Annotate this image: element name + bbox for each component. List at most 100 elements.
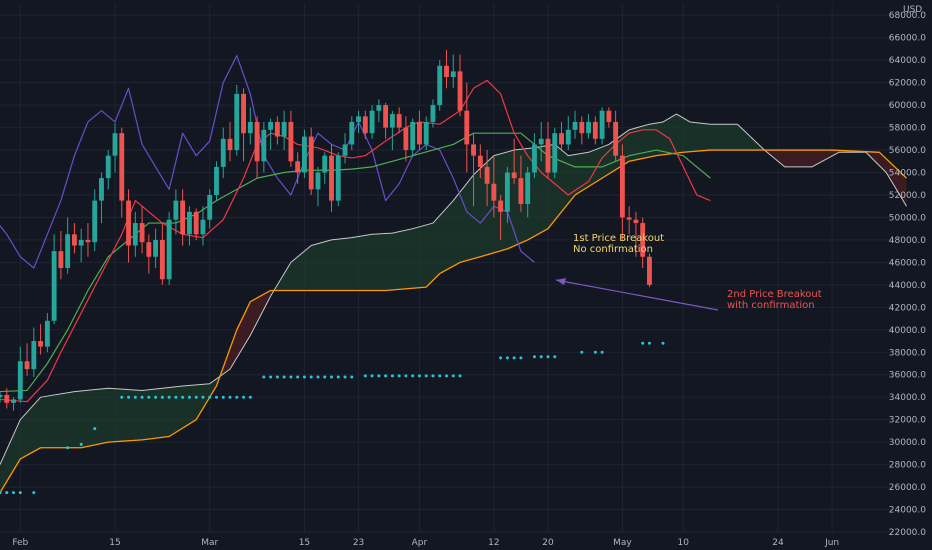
candle-body	[194, 212, 199, 234]
y-tick-label: 52000.0	[889, 191, 926, 201]
dot-marker	[533, 355, 536, 358]
candle-body	[431, 105, 436, 122]
y-tick-label: 44000.0	[889, 281, 926, 291]
dot-marker	[154, 396, 157, 399]
dot-marker	[452, 374, 455, 377]
candle-body	[633, 220, 638, 223]
candle-body	[146, 242, 151, 257]
candle-body	[613, 122, 618, 156]
y-tick-label: 24000.0	[889, 506, 926, 516]
candle-body	[437, 66, 442, 105]
candle-body	[309, 137, 314, 190]
dot-marker	[499, 356, 502, 359]
dot-marker	[344, 375, 347, 378]
dot-marker	[438, 374, 441, 377]
candle-body	[86, 240, 91, 242]
candle-body	[579, 122, 584, 133]
x-tick-label: 12	[488, 538, 499, 548]
dot-marker	[337, 375, 340, 378]
candle-body	[532, 144, 537, 172]
candle-body	[539, 139, 544, 145]
dot-marker	[127, 396, 130, 399]
candle-body	[356, 116, 361, 122]
y-tick-label: 68000.0	[889, 11, 926, 21]
candle-body	[566, 130, 571, 145]
candle-body	[228, 139, 233, 150]
dot-marker	[174, 396, 177, 399]
candle-body	[79, 240, 84, 246]
dot-marker	[303, 375, 306, 378]
candle-body	[458, 71, 463, 110]
dot-marker	[411, 374, 414, 377]
dot-marker	[445, 374, 448, 377]
dot-marker	[12, 491, 15, 494]
dot-marker	[283, 375, 286, 378]
y-tick-label: 46000.0	[889, 258, 926, 268]
x-tick-label: May	[613, 538, 632, 548]
candle-body	[573, 122, 578, 130]
dot-marker	[391, 374, 394, 377]
candle-body	[370, 111, 375, 133]
y-tick-label: 26000.0	[889, 483, 926, 493]
candle-body	[403, 128, 408, 150]
candle-body	[410, 122, 415, 150]
candle-body	[512, 173, 517, 179]
candle-body	[126, 201, 131, 246]
dot-marker	[249, 396, 252, 399]
y-tick-label: 66000.0	[889, 34, 926, 44]
dot-marker	[404, 374, 407, 377]
y-tick-label: 32000.0	[889, 416, 926, 426]
dot-marker	[350, 375, 353, 378]
candle-body	[376, 105, 381, 111]
dot-marker	[661, 342, 664, 345]
y-tick-label: 54000.0	[889, 169, 926, 179]
candle-body	[417, 122, 422, 144]
dot-marker	[19, 491, 22, 494]
y-tick-label: 36000.0	[889, 371, 926, 381]
candle-body	[207, 195, 212, 220]
dot-marker	[323, 375, 326, 378]
candle-body	[593, 122, 598, 139]
x-tick-label: 23	[353, 538, 364, 548]
candle-body	[586, 122, 591, 133]
dot-marker	[215, 396, 218, 399]
candle-body	[0, 395, 2, 397]
dot-marker	[195, 396, 198, 399]
dot-marker	[161, 396, 164, 399]
candle-body	[255, 122, 260, 161]
dot-marker	[222, 396, 225, 399]
candle-body	[397, 114, 402, 127]
candle-body	[18, 361, 23, 399]
candle-body	[546, 139, 551, 173]
candle-body	[349, 122, 354, 144]
candle-body	[133, 223, 138, 245]
dot-marker	[553, 355, 556, 358]
dot-marker	[201, 396, 204, 399]
dot-marker	[398, 374, 401, 377]
candle-body	[201, 220, 206, 235]
candle-body	[552, 133, 557, 172]
candle-body	[92, 201, 97, 243]
candle-body	[390, 114, 395, 127]
candle-body	[525, 173, 530, 204]
dot-marker	[262, 375, 265, 378]
y-tick-label: 60000.0	[889, 101, 926, 111]
candle-body	[153, 240, 158, 257]
dot-marker	[601, 351, 604, 354]
candle-body	[180, 201, 185, 235]
second-breakout-label-line1: 2nd Price Breakout	[727, 289, 822, 300]
dot-marker	[181, 396, 184, 399]
candle-body	[52, 251, 57, 321]
dot-marker	[519, 356, 522, 359]
dot-marker	[120, 396, 123, 399]
candle-body	[600, 111, 605, 139]
dot-marker	[580, 351, 583, 354]
dot-marker	[384, 374, 387, 377]
dot-marker	[134, 396, 137, 399]
x-tick-label: 10	[678, 538, 690, 548]
y-tick-label: 62000.0	[889, 79, 926, 89]
y-tick-label: 38000.0	[889, 348, 926, 358]
dot-marker	[229, 396, 232, 399]
dot-marker	[648, 342, 651, 345]
